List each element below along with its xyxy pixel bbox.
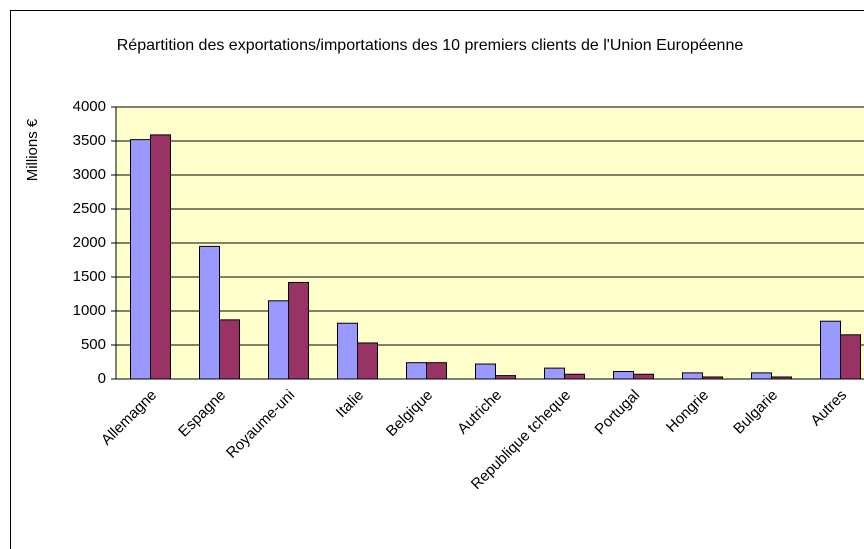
y-tick-label: 500 <box>81 336 106 353</box>
bar <box>633 373 654 380</box>
y-tick-label: 4000 <box>73 98 106 115</box>
y-tick-label: 2500 <box>73 200 106 217</box>
bar <box>820 320 841 380</box>
chart-title: Répartition des exportations/importation… <box>116 37 744 54</box>
bar <box>288 281 309 380</box>
bar <box>357 342 378 380</box>
y-axis-label: Millions € <box>24 118 41 181</box>
bar <box>219 319 240 380</box>
bar <box>613 371 634 380</box>
y-tick-label: 3000 <box>73 166 106 183</box>
y-tick-label: 3500 <box>73 132 106 149</box>
bar <box>199 245 220 380</box>
bar <box>544 367 565 380</box>
bar <box>682 372 703 380</box>
y-tick-label: 1000 <box>73 302 106 319</box>
bar <box>426 362 447 380</box>
bar <box>150 134 171 380</box>
bar <box>564 373 585 380</box>
y-tick-label: 1500 <box>73 268 106 285</box>
bar <box>406 362 427 380</box>
y-tick-label: 2000 <box>73 234 106 251</box>
bar <box>751 372 772 380</box>
bar <box>130 139 151 380</box>
bar <box>337 322 358 380</box>
y-tick-label: 0 <box>98 370 106 387</box>
bar <box>268 300 289 380</box>
bar <box>495 375 516 380</box>
bar <box>840 334 861 380</box>
bar <box>475 363 496 380</box>
